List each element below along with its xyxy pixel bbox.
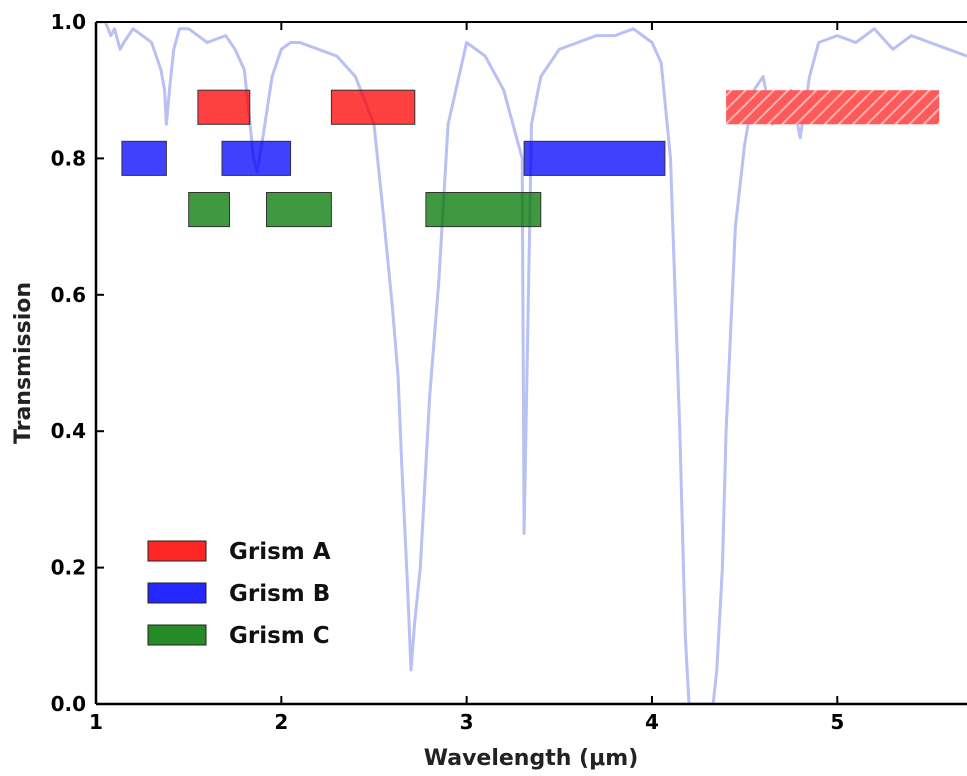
legend-label: Grism C <box>229 623 330 649</box>
grism-band <box>523 140 666 176</box>
grism-band <box>266 192 332 228</box>
x-tick-label: 4 <box>645 710 659 734</box>
x-tick-label: 5 <box>830 710 844 734</box>
transmission-line <box>96 22 967 704</box>
grism-band <box>726 90 940 125</box>
y-tick-label: 0.2 <box>51 556 86 580</box>
legend-swatch <box>147 582 207 604</box>
x-tick-label: 1 <box>89 710 103 734</box>
axes: 1 2 3 4 5 0.0 0.2 0.4 0.6 0.8 1.0 <box>51 10 967 734</box>
grism-bands <box>121 89 940 228</box>
y-tick-label: 0.0 <box>51 692 86 716</box>
transmission-curve <box>96 22 967 704</box>
grism-band <box>221 140 292 176</box>
legend-label: Grism B <box>229 581 330 607</box>
grism-band <box>121 140 167 176</box>
y-tick-label: 0.6 <box>51 283 86 307</box>
y-tick-label: 0.8 <box>51 146 86 170</box>
legend-swatch <box>147 540 207 562</box>
grism-band <box>188 192 230 228</box>
x-tick-label: 2 <box>274 710 288 734</box>
x-tick-label: 3 <box>460 710 474 734</box>
y-axis-title: Transmission <box>11 282 36 444</box>
x-axis-title: Wavelength (μm) <box>424 746 639 771</box>
legend: Grism A Grism B Grism C <box>147 539 331 649</box>
y-tick-label: 0.4 <box>51 419 86 443</box>
grism-band <box>330 89 416 125</box>
grism-band <box>425 192 542 228</box>
legend-swatch <box>147 624 207 646</box>
y-tick-label: 1.0 <box>51 10 86 34</box>
legend-label: Grism A <box>229 539 331 565</box>
grism-band <box>197 89 251 125</box>
